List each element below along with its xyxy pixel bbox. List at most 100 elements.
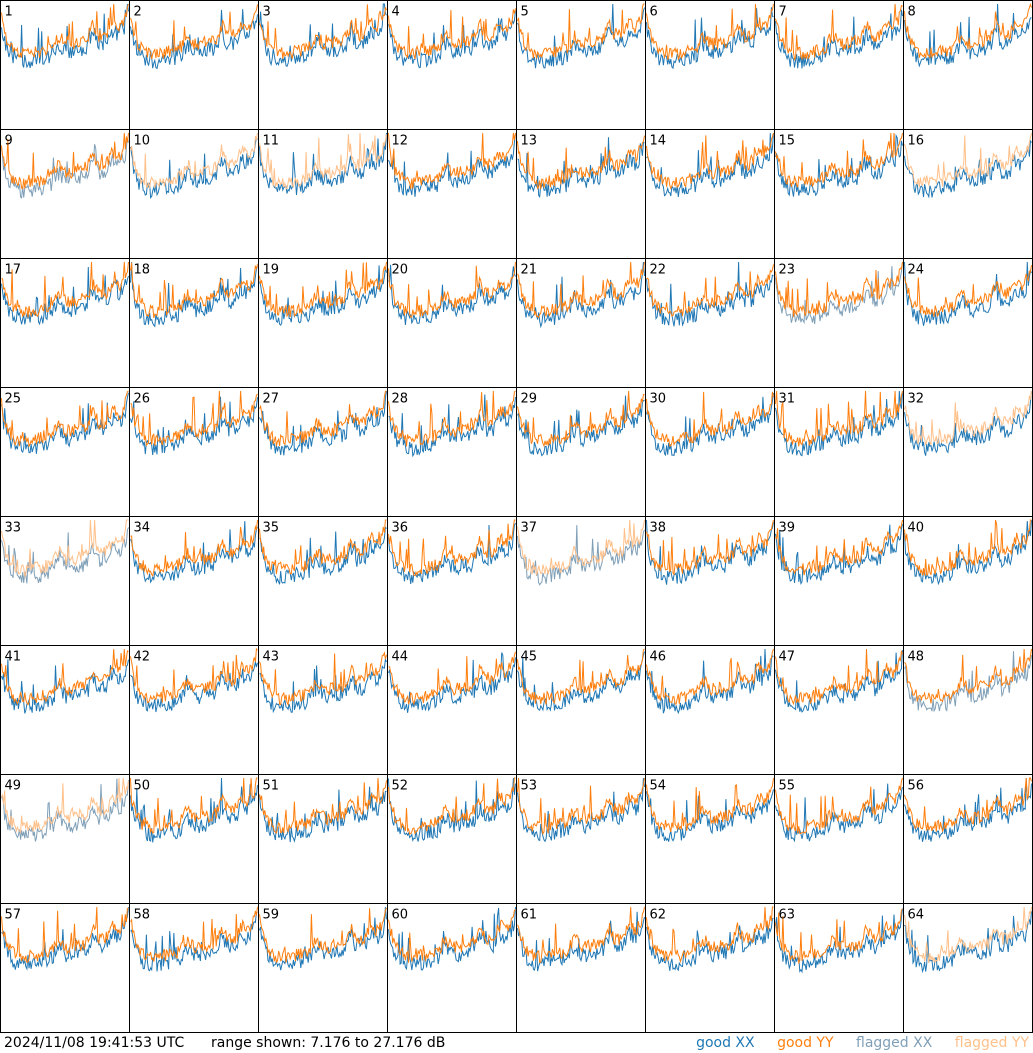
panel-39: 39	[774, 516, 904, 646]
panel-label: 21	[521, 263, 538, 278]
panel-label: 6	[650, 5, 658, 20]
series-xx	[130, 777, 258, 843]
series-xx	[1, 659, 129, 714]
panel-frame	[387, 258, 517, 388]
series-xx	[388, 394, 516, 458]
panel-frame	[129, 0, 259, 130]
panel-frame	[129, 516, 259, 646]
series-xx	[259, 657, 387, 714]
panel-frame	[903, 0, 1033, 130]
panel-frame	[516, 516, 646, 646]
panel-31: 31	[774, 387, 904, 517]
series-yy	[130, 262, 258, 319]
panel-7: 7	[774, 0, 904, 130]
panel-61: 61	[516, 903, 646, 1033]
panel-16: 16	[903, 129, 1033, 259]
panel-34: 34	[129, 516, 259, 646]
series-yy	[388, 651, 516, 706]
series-yy	[130, 519, 258, 577]
series-yy	[775, 132, 903, 188]
series-yy	[775, 261, 903, 318]
series-yy	[130, 906, 258, 962]
panel-59: 59	[258, 903, 388, 1033]
series-xx	[259, 390, 387, 456]
series-xx	[388, 906, 516, 971]
series-yy	[904, 906, 1032, 964]
panel-frame	[0, 387, 130, 517]
panel-frame	[129, 258, 259, 388]
panel-49: 49	[0, 774, 130, 904]
panel-label: 11	[263, 134, 280, 149]
panel-label: 5	[521, 5, 529, 20]
panel-30: 30	[645, 387, 775, 517]
series-yy	[775, 3, 903, 62]
series-yy	[646, 3, 774, 61]
panel-label: 40	[908, 521, 925, 536]
panel-frame	[387, 516, 517, 646]
series-xx	[130, 262, 258, 328]
panel-label: 38	[650, 521, 667, 536]
series-yy	[1, 519, 129, 578]
series-xx	[259, 906, 387, 971]
panel-label: 52	[392, 779, 409, 794]
panel-label: 15	[779, 134, 796, 149]
series-xx	[1, 778, 129, 842]
series-xx	[517, 395, 645, 457]
panel-32: 32	[903, 387, 1033, 517]
series-yy	[130, 777, 258, 834]
panel-label: 42	[134, 650, 151, 665]
panel-label: 59	[263, 908, 280, 923]
panel-label: 7	[779, 5, 787, 20]
panel-label: 32	[908, 392, 925, 407]
panel-frame	[387, 129, 517, 259]
panel-label: 17	[5, 263, 22, 278]
panel-frame	[774, 645, 904, 775]
series-yy	[388, 261, 516, 318]
panel-label: 2	[134, 5, 142, 20]
panel-label: 26	[134, 392, 151, 407]
timestamp: 2024/11/08 19:41:53 UTC	[4, 1035, 185, 1051]
panel-label: 3	[263, 5, 271, 20]
panel-64: 64	[903, 903, 1033, 1033]
panel-14: 14	[645, 129, 775, 259]
panel-45: 45	[516, 645, 646, 775]
panel-frame	[258, 0, 388, 130]
series-yy	[517, 135, 645, 190]
series-xx	[517, 911, 645, 972]
legend-flagged-yy: flagged YY	[954, 1035, 1029, 1051]
panel-label: 46	[650, 650, 667, 665]
legend: good XX good YY flagged XX flagged YY	[678, 1034, 1029, 1053]
panel-label: 23	[779, 263, 796, 278]
panel-label: 47	[779, 650, 796, 665]
panel-40: 40	[903, 516, 1033, 646]
series-yy	[130, 132, 258, 189]
series-yy	[1, 132, 129, 190]
series-yy	[1, 777, 129, 833]
series-xx	[517, 261, 645, 329]
series-yy	[259, 132, 387, 190]
panel-frame	[129, 129, 259, 259]
panel-frame	[516, 258, 646, 388]
panel-label: 16	[908, 134, 925, 149]
series-xx	[259, 265, 387, 326]
series-yy	[130, 4, 258, 60]
series-xx	[130, 661, 258, 713]
series-yy	[259, 4, 387, 59]
panel-48: 48	[903, 645, 1033, 775]
panel-label: 30	[650, 392, 667, 407]
panel-label: 9	[5, 134, 13, 149]
panel-label: 31	[779, 392, 796, 407]
series-yy	[646, 906, 774, 964]
series-xx	[646, 132, 774, 197]
panel-46: 46	[645, 645, 775, 775]
series-yy	[904, 777, 1032, 833]
panel-label: 50	[134, 779, 151, 794]
series-yy	[517, 390, 645, 448]
panel-frame	[774, 258, 904, 388]
series-xx	[1, 527, 129, 584]
panel-label: 49	[5, 779, 22, 794]
panel-label: 10	[134, 134, 151, 149]
panel-56: 56	[903, 774, 1033, 904]
panel-19: 19	[258, 258, 388, 388]
series-yy	[517, 519, 645, 576]
